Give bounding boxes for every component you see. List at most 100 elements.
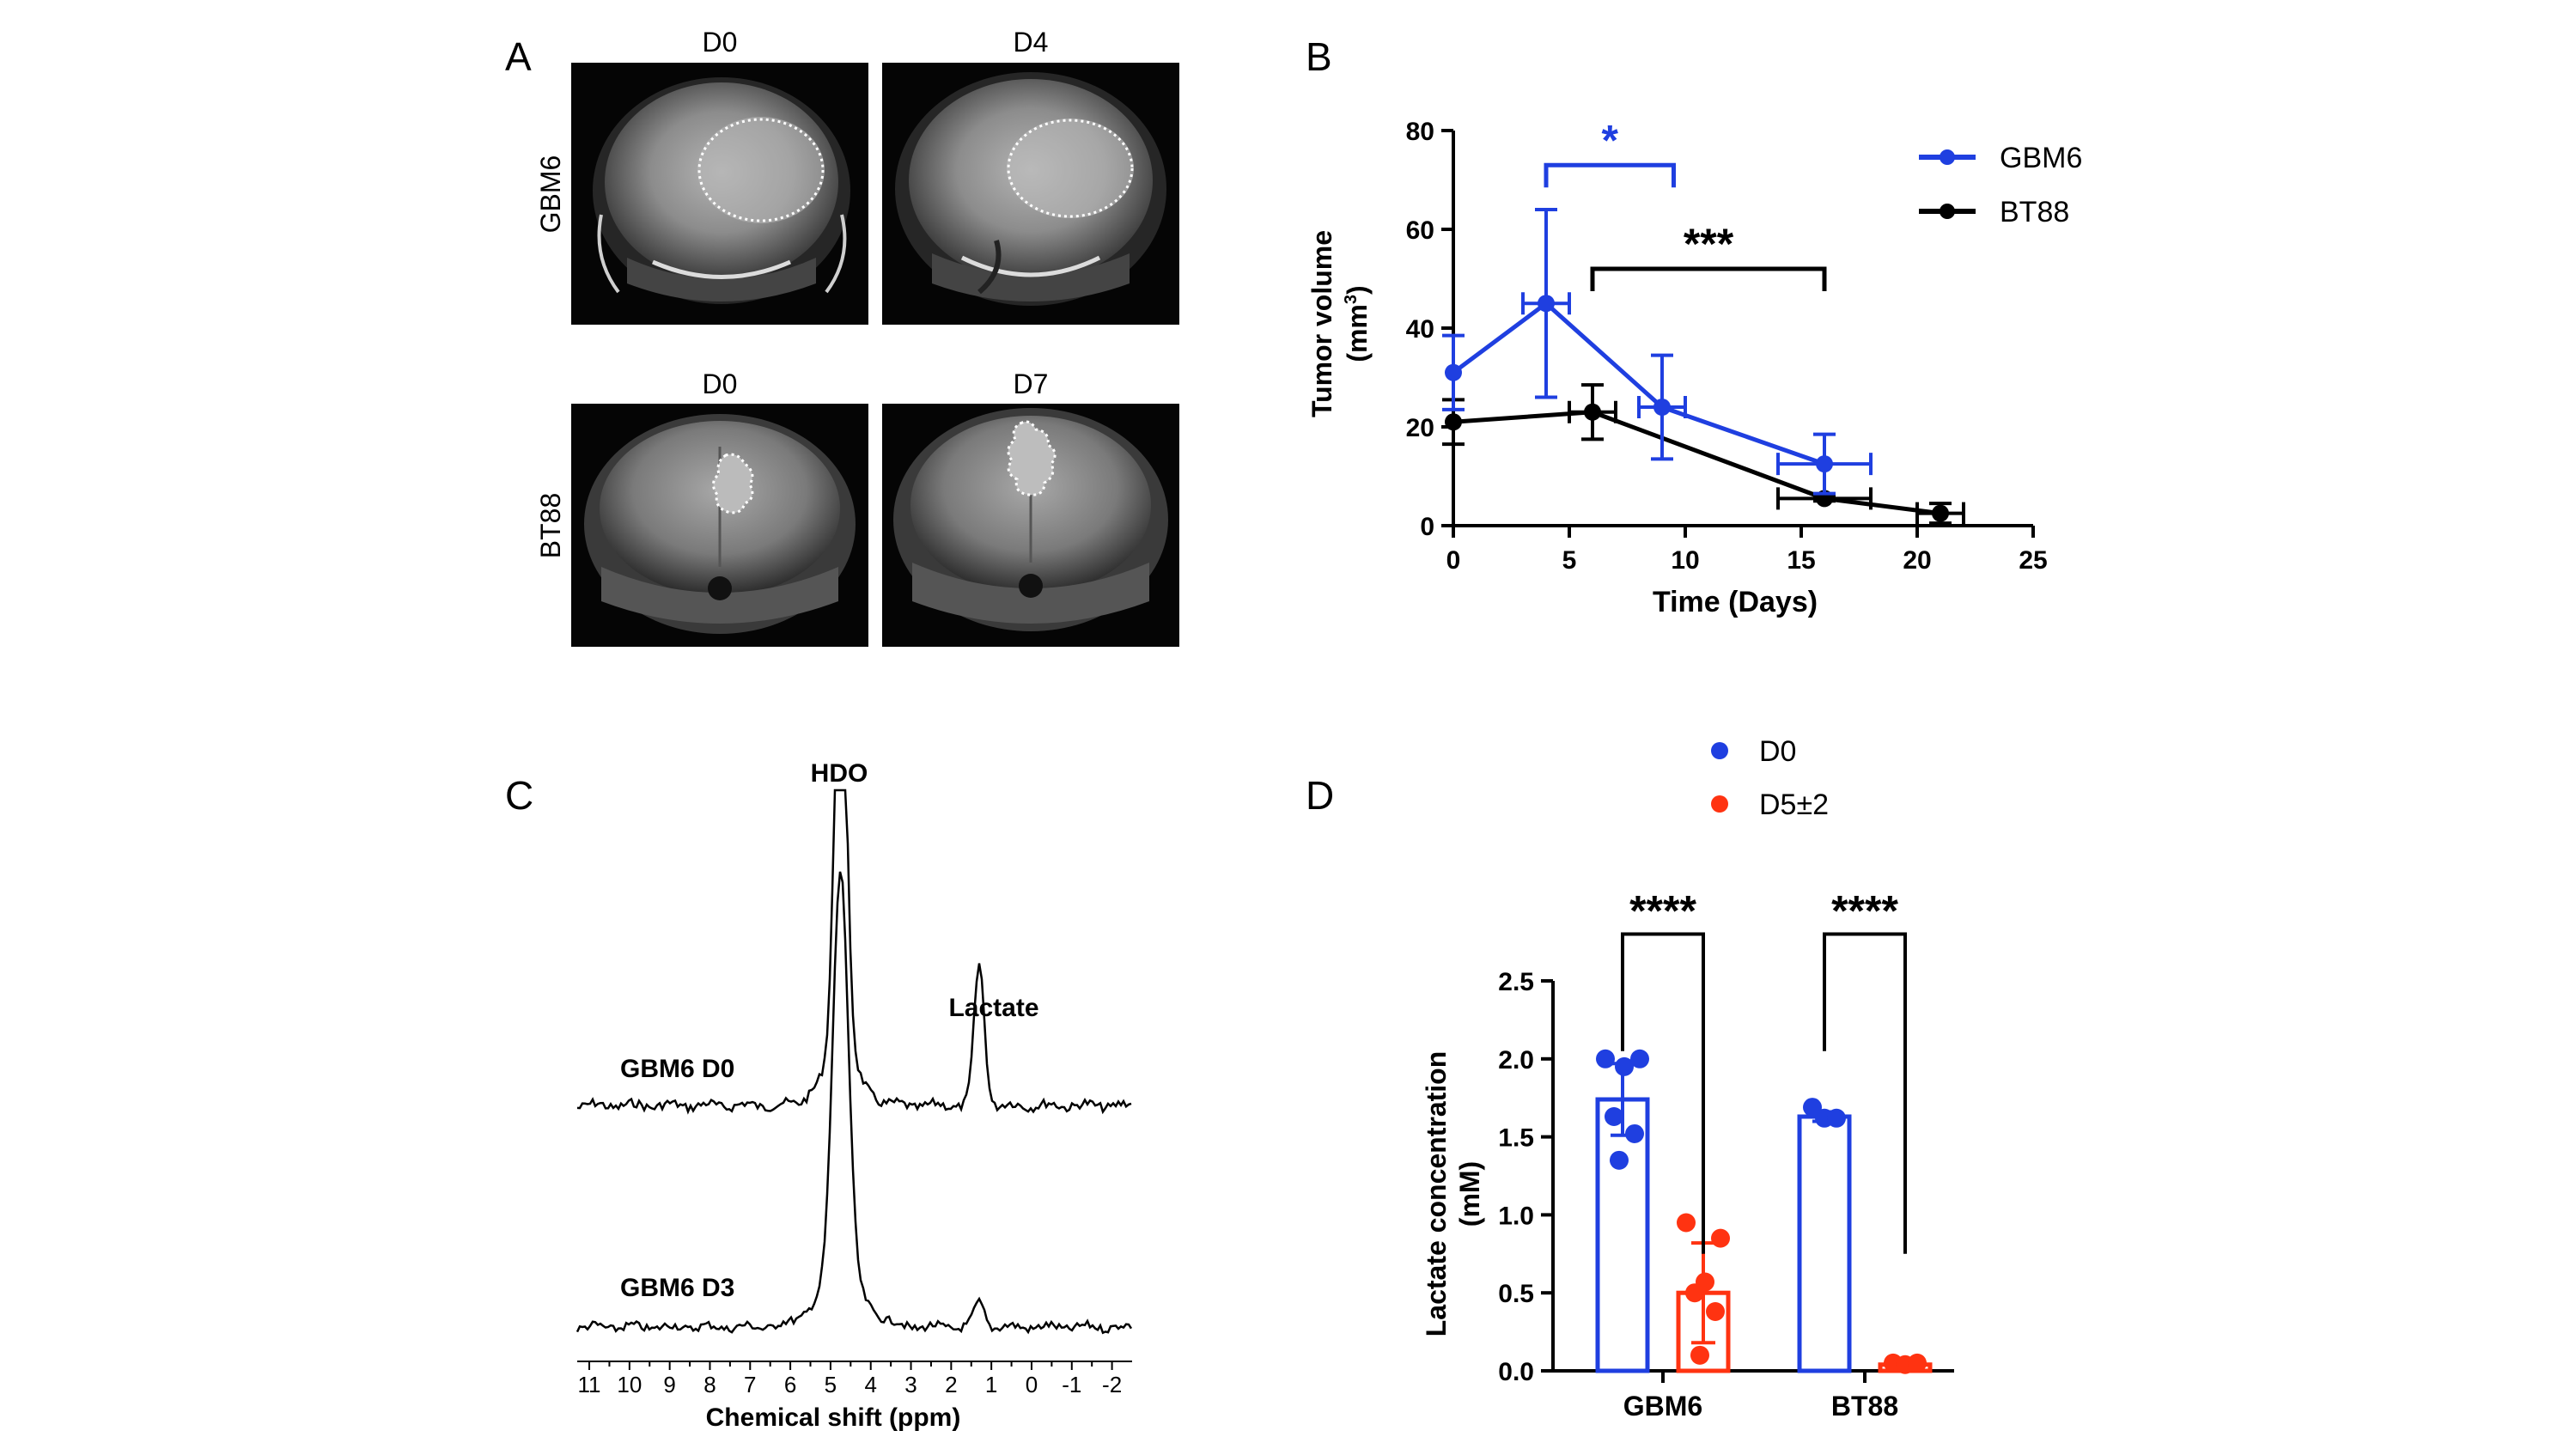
legend-label-d5: D5±2 (1759, 788, 1829, 821)
data-point-d5±2 (1711, 1228, 1730, 1248)
data-point-gbm6 (1653, 399, 1671, 416)
data-point-d0 (1625, 1123, 1644, 1143)
y-tick-label: 2.0 (1498, 1046, 1534, 1075)
data-point-d0 (1630, 1049, 1649, 1068)
y-tick-label: 1.5 (1498, 1124, 1534, 1153)
data-point-d0 (1827, 1108, 1846, 1128)
lactate-marks: **** **** (1595, 887, 1933, 1374)
significance-label: *** (1684, 220, 1734, 268)
legend-label-gbm6: GBM6 (2000, 142, 2082, 174)
x-tick-label: 10 (617, 1372, 642, 1397)
spectrum-label-d3: GBM6 D3 (620, 1274, 734, 1302)
y-tick-label: 2.5 (1498, 968, 1534, 996)
peak-label-lactate: Lactate (948, 994, 1038, 1022)
mri-day-label: D0 (703, 368, 738, 399)
series-line-bt88 (1452, 410, 1941, 516)
data-point-gbm6 (1816, 455, 1833, 473)
panel-d: D D0 D5±2 Lactate concentration (mM) 0.0… (1306, 735, 1954, 1422)
x-tick-label: 10 (1671, 546, 1699, 575)
y-tick-label: 80 (1406, 118, 1434, 146)
y-axis-label-unit: (mM) (1454, 1161, 1485, 1227)
legend-marker-d5 (1711, 795, 1728, 813)
x-tick-label: 15 (1787, 546, 1815, 575)
x-tick-label: GBM6 (1623, 1391, 1702, 1422)
legend: GBM6 BT88 (1919, 142, 2082, 228)
legend-label-bt88: BT88 (2000, 196, 2069, 228)
x-axis-label: Chemical shift (ppm) (706, 1403, 961, 1432)
significance-bracket (1544, 162, 1676, 188)
lactate-axes: 0.0 0.5 1.0 1.5 2.0 2.5 GBM6 BT88 (1498, 968, 1954, 1422)
mri-image-gbm6-d4 (882, 63, 1179, 325)
data-point-d5±2 (1908, 1353, 1927, 1373)
panel-a: A D0 D4 D0 D7 GBM6 BT88 (505, 27, 1179, 647)
mri-image-bt88-d7 (882, 404, 1179, 647)
x-tick-label: 11 (578, 1372, 601, 1397)
data-point-d5±2 (1690, 1345, 1709, 1365)
x-tick-label: 8 (703, 1372, 716, 1397)
y-tick-label: 40 (1406, 315, 1434, 344)
y-tick-label: 60 (1406, 216, 1434, 245)
x-tick-label: -2 (1102, 1372, 1122, 1397)
panel-letter-d: D (1306, 773, 1334, 818)
significance-label: * (1602, 116, 1619, 164)
legend-marker-gbm6 (1940, 149, 1955, 165)
legend: D0 D5±2 (1711, 735, 1829, 821)
data-point-d5±2 (1677, 1213, 1696, 1233)
panel-c: C HDO Lactate GBM6 D0 GBM6 D3 11 10 9 8 7 6 5 4… (505, 759, 1133, 1432)
y-axis-label: Lactate concentration (1421, 1051, 1452, 1337)
data-point-gbm6 (1445, 363, 1462, 381)
spectrum-trace-d0 (576, 788, 1132, 1115)
series-line-gbm6 (1452, 301, 1825, 466)
y-tick-label: 0.0 (1498, 1358, 1534, 1386)
data-point-d5±2 (1685, 1283, 1704, 1303)
y-axis-label-unit: (mm3) (1342, 285, 1373, 362)
significance-bracket (1590, 266, 1827, 291)
mri-row-label: GBM6 (535, 155, 566, 234)
x-tick-label: 20 (1903, 546, 1931, 575)
data-point-d0 (1610, 1150, 1629, 1170)
significance-bracket (1621, 932, 1705, 1254)
x-tick-label: -1 (1062, 1372, 1081, 1397)
x-tick-label: 2 (945, 1372, 957, 1397)
data-point-gbm6 (1538, 295, 1555, 313)
panel-letter-a: A (505, 34, 532, 79)
x-tick-label: 0 (1026, 1372, 1038, 1397)
panel-letter-b: B (1306, 34, 1332, 79)
mri-day-label: D4 (1014, 27, 1049, 58)
x-tick-label: 3 (904, 1372, 917, 1397)
legend-marker-bt88 (1940, 204, 1955, 219)
peak-label-hdo: HDO (811, 759, 868, 788)
mri-day-label: D0 (703, 27, 738, 58)
significance-label: **** (1831, 887, 1898, 935)
significance-label: **** (1629, 887, 1696, 935)
x-tick-label: 6 (784, 1372, 796, 1397)
legend-label-d0: D0 (1759, 735, 1796, 768)
data-point-d0 (1615, 1056, 1634, 1076)
x-tick-label: 7 (744, 1372, 756, 1397)
mri-day-label: D7 (1014, 368, 1049, 399)
mri-image-gbm6-d0 (571, 63, 868, 325)
x-tick-label: 5 (825, 1372, 837, 1397)
x-tick-label: 9 (663, 1372, 675, 1397)
spectrum-trace-d3 (575, 871, 1133, 1335)
x-tick-label: 1 (985, 1372, 997, 1397)
panel-letter-c: C (505, 773, 533, 818)
panel-b: B Tumor volume (mm3) Time (Days) 0 20 40 60… (1306, 34, 2082, 618)
y-tick-label: 1.0 (1498, 1202, 1534, 1230)
x-axis-label: Time (Days) (1653, 586, 1818, 618)
x-tick-label: BT88 (1831, 1391, 1898, 1422)
data-point-bt88 (1445, 413, 1462, 431)
mri-image-bt88-d0 (571, 404, 868, 647)
data-point-d5±2 (1706, 1301, 1725, 1321)
x-tick-label: 5 (1562, 546, 1577, 575)
x-tick-label: 25 (2019, 546, 2047, 575)
tumor-volume-axes: 0 20 40 60 80 0 5 10 15 20 25 (1406, 118, 2048, 575)
tumor-volume-marks: **** (1442, 116, 1965, 526)
data-point-bt88 (1584, 403, 1601, 421)
x-tick-label: 0 (1446, 546, 1461, 575)
x-tick-label: 4 (864, 1372, 876, 1397)
y-axis-label: Tumor volume (1306, 230, 1337, 417)
data-point-d0 (1803, 1098, 1822, 1117)
data-point-bt88 (1932, 504, 1949, 522)
